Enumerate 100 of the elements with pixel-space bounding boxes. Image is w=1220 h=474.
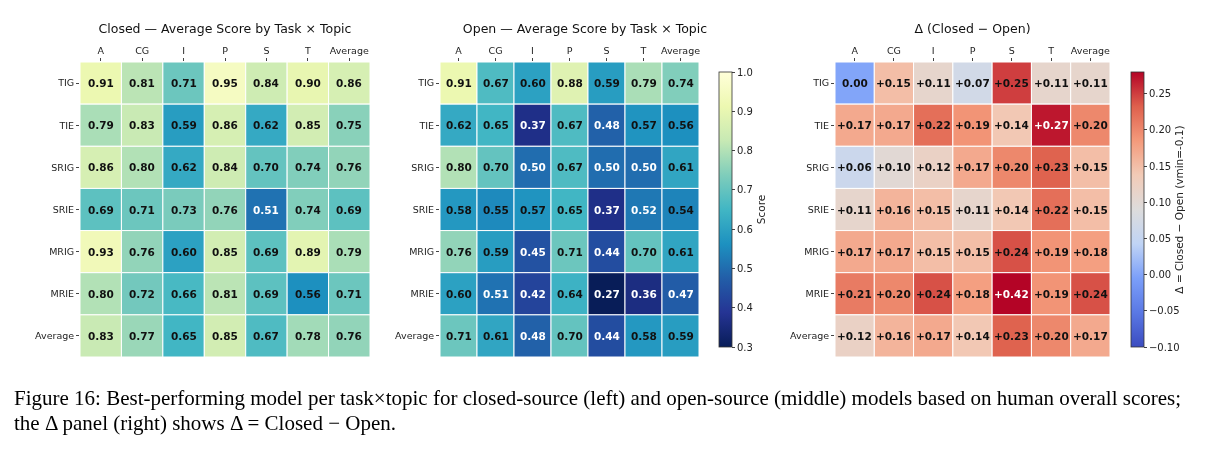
data-label: 0.85 [212,330,238,342]
data-label: 0.95 [212,77,238,89]
data-label: 0.70 [253,161,279,173]
data-label: 0.54 [668,204,694,216]
data-label: 0.93 [88,246,114,258]
data-label: +0.24 [916,288,951,300]
data-label: 0.70 [483,161,509,173]
color-bar-title: Score [754,194,767,225]
y-tick-label: Average [790,330,830,342]
y-tick-label: SRIG [51,161,75,173]
x-tick-label: T [639,45,647,57]
data-label: 0.59 [483,246,509,258]
data-label: +0.16 [876,204,911,216]
data-label: +0.15 [1073,204,1108,216]
data-label: +0.15 [916,204,951,216]
data-label: 0.27 [594,288,620,300]
data-label: 0.84 [212,161,238,173]
data-label: 0.37 [594,204,620,216]
y-tick-label: MRIG [49,245,75,257]
data-label: +0.12 [916,161,951,173]
data-label: 0.67 [557,161,583,173]
data-label: +0.11 [1073,77,1108,89]
data-label: 0.67 [557,119,583,131]
color-bar-label: 0.7 [736,184,753,196]
data-label: +0.17 [876,119,911,131]
data-label: 0.76 [212,204,238,216]
color-bar-label: 0.25 [1148,88,1172,100]
data-label: 0.83 [88,330,114,342]
y-tick-label: SRIG [806,161,830,173]
data-label: +0.20 [876,288,911,300]
data-label: 0.44 [594,246,620,258]
y-tick-label: TIE [418,119,435,131]
data-label: 0.91 [446,77,472,89]
data-label: +0.42 [994,288,1029,300]
x-tick-label: P [566,45,573,57]
data-label: +0.22 [1034,204,1069,216]
data-label: 0.62 [171,161,197,173]
data-label: +0.20 [1073,119,1108,131]
y-tick-label: MRIG [409,245,435,257]
data-label: 0.57 [631,119,657,131]
y-tick-label: Average [35,330,75,342]
data-label: 0.79 [631,77,657,89]
x-tick-label: A [97,45,105,57]
x-tick-label: A [851,45,859,57]
x-tick-label: CG [886,45,901,57]
data-label: 0.74 [668,77,694,89]
data-label: 0.62 [253,119,279,131]
data-label: +0.21 [837,288,872,300]
x-tick-label: I [931,45,935,57]
y-tick-label: MRIE [50,288,75,300]
data-label: 0.59 [171,119,197,131]
chart-title: Closed — Average Score by Task × Topic [98,21,352,37]
y-tick-label: TIG [417,77,435,89]
data-label: +0.17 [876,246,911,258]
data-label: 0.85 [212,246,238,258]
data-label: 0.71 [557,246,583,258]
data-label: 0.50 [631,161,657,173]
data-label: 0.52 [631,204,657,216]
data-label: +0.11 [1034,77,1069,89]
data-label: 0.59 [668,330,694,342]
color-bar-label: 0.00 [1148,269,1172,281]
data-label: 0.48 [520,330,546,342]
data-label: +0.15 [1073,161,1108,173]
data-label: 0.71 [336,288,362,300]
data-label: +0.11 [837,204,872,216]
data-label: +0.18 [1073,246,1108,258]
data-label: +0.17 [916,330,951,342]
data-label: 0.69 [253,246,279,258]
color-bar-label: 0.20 [1148,124,1172,136]
data-label: 0.58 [631,330,657,342]
data-label: 0.81 [212,288,238,300]
data-label: 0.61 [483,330,509,342]
data-label: +0.15 [876,77,911,89]
data-label: +0.19 [955,119,990,131]
y-tick-label: TIG [812,77,830,89]
data-label: +0.14 [994,204,1029,216]
color-bar-label: 0.3 [736,341,753,353]
data-label: 0.56 [295,288,321,300]
color-bar-label: 0.8 [736,145,753,157]
x-tick-label: Average [1070,45,1111,57]
data-label: +0.12 [837,330,872,342]
y-tick-label: MRIE [410,288,435,300]
data-label: 0.73 [171,204,197,216]
x-tick-label: Average [660,45,701,57]
data-label: +0.10 [876,161,911,173]
y-tick-label: MRIG [804,245,830,257]
data-label: 0.76 [336,161,362,173]
x-tick-label: CG [135,45,150,57]
y-tick-label: SRIG [411,161,435,173]
data-label: 0.67 [253,330,279,342]
y-tick-label: TIE [58,119,75,131]
y-tick-label: SRIE [52,203,75,215]
data-label: 0.36 [631,288,657,300]
caption: Figure 16: Best-performing model per task×topic for closed-source (left) and open-source (middle) models based on human overall scores; the Δ panel (right) shows Δ = Closed − Open. [14,386,1183,436]
data-label: +0.16 [876,330,911,342]
data-label: 0.57 [520,204,546,216]
data-label: +0.20 [1034,330,1069,342]
data-label: 0.61 [668,161,694,173]
data-label: 0.84 [253,77,279,89]
x-tick-label: Average [329,45,369,57]
